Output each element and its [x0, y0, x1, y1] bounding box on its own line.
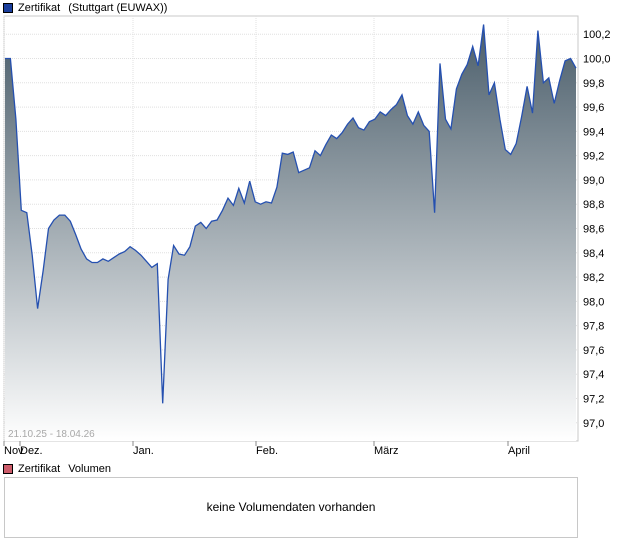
series-color-swatch — [3, 3, 13, 13]
volume-panel: keine Volumendaten vorhanden — [4, 477, 578, 538]
y-tick-label: 99,2 — [583, 151, 604, 163]
x-tick-label: März — [374, 445, 398, 457]
price-line — [5, 24, 577, 404]
y-tick-label: 98,8 — [583, 199, 604, 211]
no-volume-message: keine Volumendaten vorhanden — [206, 500, 376, 514]
y-tick-label: 97,2 — [583, 394, 604, 406]
y-tick-label: 100,2 — [583, 29, 611, 41]
x-tick-label: April — [508, 445, 530, 457]
y-tick-label: 99,0 — [583, 175, 604, 187]
date-range-label: 21.10.25 - 18.04.26 — [8, 429, 95, 440]
y-tick-label: 97,0 — [583, 418, 604, 430]
x-tick-label: Jan. — [133, 445, 154, 457]
y-tick-label: 98,4 — [583, 248, 604, 260]
volume-series-swatch — [3, 464, 13, 474]
volume-legend: Zertifikat Volumen — [3, 462, 119, 476]
volume-legend-series-label: Zertifikat — [18, 463, 61, 475]
x-tick-label: Feb. — [256, 445, 278, 457]
y-tick-label: 99,4 — [583, 126, 604, 138]
volume-legend-label: Volumen — [68, 463, 111, 475]
y-tick-label: 97,6 — [583, 345, 604, 357]
y-tick-label: 99,6 — [583, 102, 604, 114]
legend-series-label: Zertifikat — [18, 2, 61, 14]
chart-legend: Zertifikat (Stuttgart (EUWAX)) — [3, 1, 175, 15]
y-tick-label: 97,8 — [583, 321, 604, 333]
y-tick-label: 99,8 — [583, 78, 604, 90]
price-area-fill — [5, 24, 576, 441]
y-tick-label: 97,4 — [583, 369, 604, 381]
y-tick-label: 98,2 — [583, 272, 604, 284]
legend-exchange-label: (Stuttgart (EUWAX)) — [68, 2, 168, 14]
x-tick-label: Nov — [4, 445, 24, 457]
y-tick-label: 98,0 — [583, 296, 604, 308]
y-axis-tick-labels: 97,0 97,2 97,4 97,6 97,8 98,0 98,2 98,4 98,6 98,8… — [583, 29, 611, 430]
price-chart: 97,0 97,2 97,4 97,6 97,8 98,0 98,2 98,4 98,6 98,8… — [3, 15, 611, 457]
y-tick-label: 100,0 — [583, 54, 611, 66]
y-tick-label: 98,6 — [583, 224, 604, 236]
x-tick-label: Dez. — [20, 445, 43, 457]
